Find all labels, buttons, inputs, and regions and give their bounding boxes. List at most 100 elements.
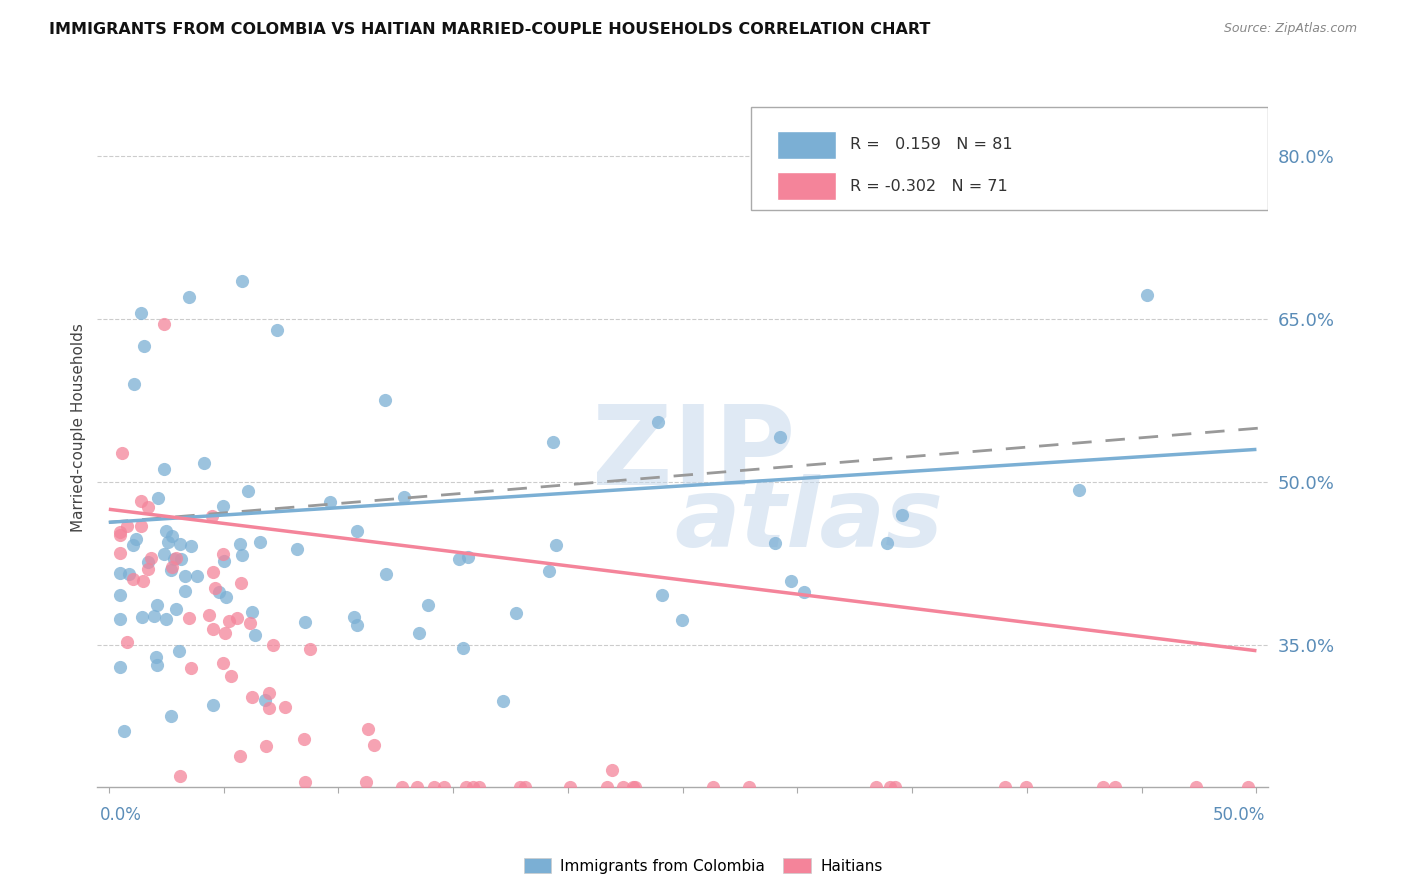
Point [292, 732, 315, 747]
Point [165, 602, 187, 616]
Point [148, 491, 170, 505]
Point [994, 780, 1017, 794]
Point [186, 569, 208, 583]
Point [769, 429, 792, 443]
Point [363, 739, 385, 753]
Point [354, 775, 377, 789]
Point [115, 635, 138, 649]
Point [169, 769, 191, 783]
Point [451, 641, 474, 656]
Text: ZIP: ZIP [592, 401, 796, 508]
Text: 50.0%: 50.0% [1213, 806, 1265, 824]
Point [136, 562, 159, 576]
Point [146, 598, 169, 612]
Point [129, 306, 152, 320]
Point [193, 456, 215, 470]
Point [153, 461, 176, 475]
Point [129, 519, 152, 533]
Point [375, 566, 398, 581]
FancyBboxPatch shape [776, 130, 837, 159]
Point [229, 537, 252, 551]
Point [221, 669, 243, 683]
Point [112, 724, 135, 739]
Point [174, 569, 197, 583]
Point [115, 519, 138, 533]
Point [621, 780, 644, 794]
Text: R = -0.302   N = 71: R = -0.302 N = 71 [851, 178, 1008, 194]
Point [208, 584, 231, 599]
Point [125, 532, 148, 546]
Point [671, 613, 693, 627]
Point [285, 542, 308, 557]
Point [515, 780, 537, 794]
Point [357, 723, 380, 737]
Point [245, 628, 267, 642]
Point [136, 555, 159, 569]
Text: R =   0.159   N = 81: R = 0.159 N = 81 [851, 137, 1012, 153]
Point [274, 699, 297, 714]
Point [145, 649, 167, 664]
Point [132, 574, 155, 589]
Point [212, 554, 235, 568]
Point [1067, 483, 1090, 498]
Point [433, 780, 456, 794]
Point [155, 524, 177, 538]
Point [240, 605, 263, 619]
Point [596, 780, 619, 794]
Point [169, 537, 191, 551]
Point [180, 539, 202, 553]
Point [110, 660, 132, 674]
Point [647, 416, 669, 430]
Point [319, 495, 342, 509]
Point [780, 574, 803, 588]
Point [342, 610, 364, 624]
Point [110, 524, 132, 539]
Point [702, 780, 724, 794]
Point [129, 494, 152, 508]
Point [229, 748, 252, 763]
Point [136, 500, 159, 515]
Point [602, 764, 624, 778]
Point [1237, 780, 1260, 794]
Point [167, 644, 190, 658]
Point [204, 581, 226, 595]
Point [422, 780, 444, 794]
Point [505, 606, 527, 620]
Point [623, 780, 645, 794]
FancyBboxPatch shape [751, 107, 1268, 210]
Point [162, 559, 184, 574]
Text: 0.0%: 0.0% [100, 806, 142, 824]
Point [1015, 780, 1038, 794]
Point [763, 536, 786, 550]
Point [879, 780, 901, 794]
Point [266, 323, 288, 337]
Point [468, 780, 491, 794]
Point [254, 692, 277, 706]
Point [257, 700, 280, 714]
Point [153, 547, 176, 561]
Point [162, 529, 184, 543]
Point [197, 608, 219, 623]
Point [294, 775, 316, 789]
Point [408, 626, 430, 640]
Point [201, 622, 224, 636]
Point [201, 698, 224, 713]
Point [201, 566, 224, 580]
Point [612, 780, 634, 794]
Point [180, 661, 202, 675]
Point [454, 780, 477, 794]
Point [558, 780, 581, 794]
Point [262, 638, 284, 652]
Point [110, 527, 132, 541]
Point [177, 611, 200, 625]
Point [155, 612, 177, 626]
Point [110, 566, 132, 581]
Point [165, 551, 187, 566]
Point [1104, 780, 1126, 794]
Point [132, 339, 155, 353]
Point [391, 780, 413, 794]
Point [231, 274, 253, 288]
Point [225, 611, 247, 625]
Point [392, 490, 415, 504]
Text: Source: ZipAtlas.com: Source: ZipAtlas.com [1223, 22, 1357, 36]
